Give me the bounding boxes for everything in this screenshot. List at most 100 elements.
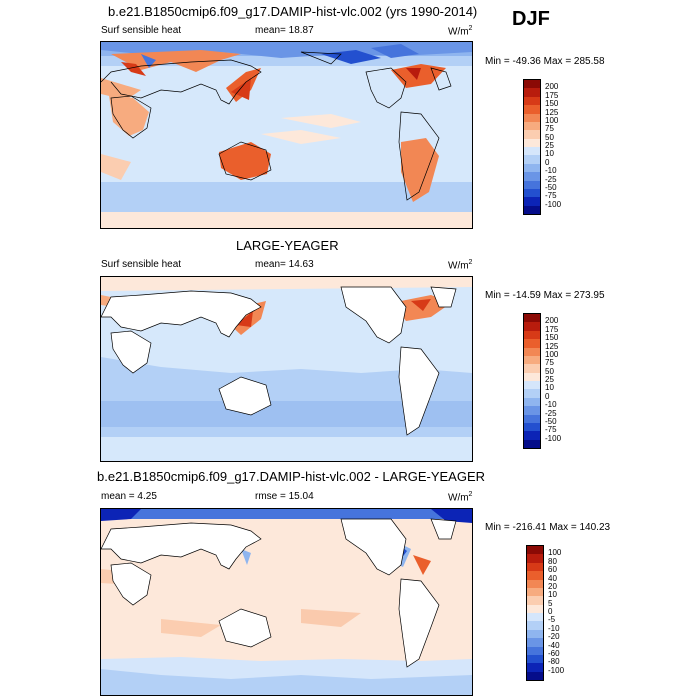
colorbar-tick-label: 0 [548, 607, 553, 616]
colorbar-bin [524, 322, 540, 331]
colorbar-bin [524, 121, 540, 131]
colorbar-bin [524, 431, 540, 440]
colorbar-tick-label: -100 [545, 433, 562, 443]
colorbar-bin [527, 604, 543, 613]
colorbar-bin [524, 88, 540, 97]
panel-3-units: W/m2 [448, 491, 473, 504]
colorbar-tick-label: -50 [545, 416, 557, 426]
panel-1-mean-label: mean= 18.87 [255, 25, 314, 36]
colorbar-bin [524, 381, 540, 390]
panel-3-map [100, 508, 473, 696]
colorbar-tick-label: -75 [545, 191, 557, 201]
panel-1-title: b.e21.B1850cmip6.f09_g17.DAMIP-hist-vlc.… [108, 4, 478, 19]
colorbar-tick-label: -60 [548, 648, 560, 658]
colorbar-bin [524, 364, 540, 373]
colorbar-tick-label: 20 [548, 581, 557, 591]
colorbar-tick-label: 0 [545, 157, 550, 167]
colorbar-bin [527, 587, 543, 597]
colorbar-tick-label: 80 [548, 556, 557, 566]
panel-2-title: LARGE-YEAGER [236, 238, 339, 253]
colorbar-bin [527, 554, 543, 563]
colorbar-tick-label: 100 [548, 548, 562, 558]
colorbar-bin [527, 613, 543, 622]
colorbar-tick-label: -25 [545, 408, 557, 418]
colorbar-tick-label: -100 [545, 199, 562, 209]
panel-1-field-svg [101, 42, 472, 228]
colorbar-bin [527, 629, 543, 639]
colorbar-tick-label: 100 [545, 115, 559, 125]
colorbar-tick-label: 175 [545, 90, 559, 100]
panel-1-variable-label: Surf sensible heat [101, 25, 182, 36]
panel-3-rmse-label: rmse = 15.04 [255, 491, 314, 502]
colorbar-bin [524, 422, 540, 432]
colorbar-tick-label: 75 [545, 124, 554, 134]
colorbar-tick-label: 60 [548, 565, 557, 575]
colorbar-bin [527, 621, 543, 630]
panel-1-colorbar [523, 79, 541, 215]
colorbar-bin [524, 105, 540, 114]
colorbar-bin [524, 397, 540, 407]
colorbar-tick-label: -50 [545, 182, 557, 192]
panel-2-units: W/m2 [448, 259, 473, 272]
colorbar-bin [524, 314, 540, 323]
colorbar-tick-label: 10 [545, 149, 554, 159]
colorbar-bin [527, 596, 543, 605]
colorbar-bin [527, 646, 543, 655]
panel-1-minmax: Min = -49.36 Max = 285.58 [485, 56, 605, 67]
colorbar-bin [527, 663, 543, 672]
season-label: DJF [512, 8, 550, 30]
colorbar-bin [524, 180, 540, 189]
colorbar-bin [524, 439, 540, 448]
colorbar-bin [524, 130, 540, 139]
colorbar-tick-label: 100 [545, 349, 559, 359]
colorbar-bin [524, 163, 540, 173]
colorbar-tick-label: 125 [545, 107, 559, 117]
panel-1-units: W/m2 [448, 25, 473, 38]
colorbar-bin [524, 147, 540, 156]
colorbar-tick-label: 175 [545, 324, 559, 334]
colorbar-tick-label: -10 [545, 400, 557, 410]
colorbar-tick-label: 75 [545, 358, 554, 368]
colorbar-tick-label: 50 [545, 366, 554, 376]
colorbar-tick-label: -80 [548, 657, 560, 667]
colorbar-bin [524, 155, 540, 164]
colorbar-bin [524, 414, 540, 423]
colorbar-tick-label: 10 [545, 383, 554, 393]
colorbar-tick-label: 25 [545, 141, 554, 150]
panel-3-minmax: Min = -216.41 Max = 140.23 [485, 522, 611, 533]
colorbar-bin [524, 347, 540, 356]
colorbar-bin [524, 138, 540, 147]
colorbar-tick-label: -20 [548, 632, 560, 642]
colorbar-bin [527, 562, 543, 572]
colorbar-bin [524, 113, 540, 122]
colorbar-bin [527, 671, 543, 680]
colorbar-tick-label: 40 [548, 573, 557, 583]
colorbar-bin [524, 372, 540, 381]
colorbar-bin [524, 188, 540, 198]
colorbar-bin [524, 339, 540, 348]
colorbar-tick-label: 25 [545, 375, 554, 384]
panel-3-field-svg [101, 509, 472, 695]
colorbar-tick-label: 150 [545, 333, 559, 343]
panel-2-variable-label: Surf sensible heat [101, 259, 182, 270]
panel-3-title: b.e21.B1850cmip6.f09_g17.DAMIP-hist-vlc.… [97, 469, 486, 484]
colorbar-bin [527, 654, 543, 664]
colorbar-bin [527, 571, 543, 580]
colorbar-tick-label: 125 [545, 341, 559, 351]
colorbar-bin [527, 638, 543, 647]
colorbar-bin [524, 355, 540, 365]
colorbar-tick-label: -100 [548, 665, 565, 675]
colorbar-tick-label: -40 [548, 640, 560, 650]
colorbar-tick-label: -75 [545, 425, 557, 435]
colorbar-tick-label: 200 [545, 316, 559, 326]
colorbar-bin [524, 205, 540, 214]
panel-3-colorbar [526, 545, 544, 681]
colorbar-bin [524, 96, 540, 106]
panel-2-minmax: Min = -14.59 Max = 273.95 [485, 290, 605, 301]
colorbar-bin [524, 389, 540, 398]
colorbar-bin [524, 80, 540, 89]
panel-1-map [100, 41, 473, 229]
colorbar-tick-label: 10 [548, 590, 557, 600]
panel-2-map [100, 276, 473, 462]
colorbar-tick-label: 150 [545, 99, 559, 109]
